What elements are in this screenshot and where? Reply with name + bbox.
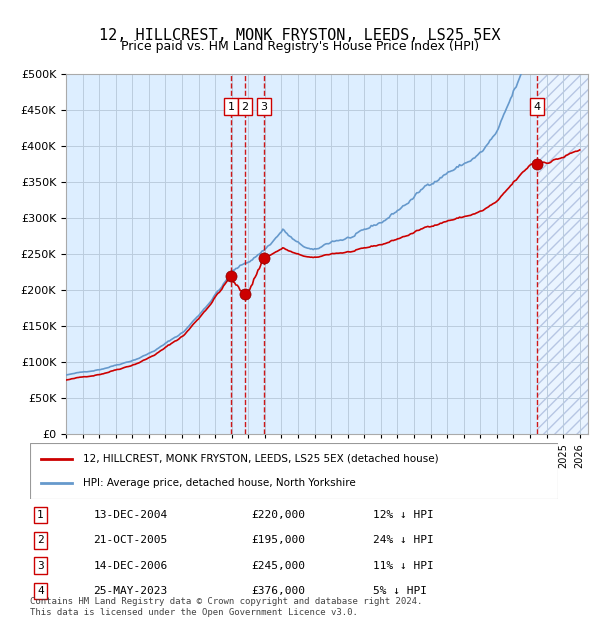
Text: 12, HILLCREST, MONK FRYSTON, LEEDS, LS25 5EX (detached house): 12, HILLCREST, MONK FRYSTON, LEEDS, LS25… [83, 454, 439, 464]
Text: 21-OCT-2005: 21-OCT-2005 [94, 536, 167, 546]
Text: 3: 3 [37, 560, 44, 570]
Text: 25-MAY-2023: 25-MAY-2023 [94, 586, 167, 596]
12, HILLCREST, MONK FRYSTON, LEEDS, LS25 5EX (detached house) [576, 146, 583, 154]
HPI: Average price, detached house, North Yorkshire: (2.01e+03, 2.64e+05): Average price, detached house, North Yor… [297, 241, 304, 248]
12, HILLCREST, MONK FRYSTON, LEEDS, LS25 5EX (detached house) [87, 373, 94, 380]
Text: 24% ↓ HPI: 24% ↓ HPI [373, 536, 434, 546]
12, HILLCREST, MONK FRYSTON, LEEDS, LS25 5EX (detached house) [145, 354, 152, 361]
Bar [536, 74, 588, 434]
HPI: Average price, detached house, North Yorkshire: (2e+03, 1.27e+05): Average price, detached house, North Yor… [163, 339, 170, 346]
Text: 13-DEC-2004: 13-DEC-2004 [94, 510, 167, 520]
HPI: Average price, detached house, North Yorkshire: (2.03e+03, 5.63e+05): Average price, detached house, North Yor… [571, 25, 578, 33]
Text: Price paid vs. HM Land Registry's House Price Index (HPI): Price paid vs. HM Land Registry's House … [121, 40, 479, 53]
Text: HPI: Average price, detached house, North Yorkshire: HPI: Average price, detached house, Nort… [83, 479, 356, 489]
HPI: Average price, detached house, North Yorkshire: (2e+03, 1.35e+05): Average price, detached house, North Yor… [173, 333, 180, 340]
Text: 4: 4 [533, 102, 540, 112]
12, HILLCREST, MONK FRYSTON, LEEDS, LS25 5EX (detached house) [200, 308, 208, 316]
Text: £220,000: £220,000 [252, 510, 306, 520]
HPI: Average price, detached house, North Yorkshire: (2.02e+03, 3.43e+05): Average price, detached house, North Yor… [420, 184, 427, 192]
Text: £376,000: £376,000 [252, 586, 306, 596]
Text: £245,000: £245,000 [252, 560, 306, 570]
FancyBboxPatch shape [30, 443, 558, 499]
12, HILLCREST, MONK FRYSTON, LEEDS, LS25 5EX (detached house) [148, 353, 155, 360]
Text: £195,000: £195,000 [252, 536, 306, 546]
HPI: Average price, detached house, North Yorkshire: (2e+03, 8.2e+04): Average price, detached house, North Yor… [62, 371, 70, 379]
Bar [536, 74, 588, 434]
Text: 2: 2 [241, 102, 248, 112]
Text: 5% ↓ HPI: 5% ↓ HPI [373, 586, 427, 596]
Text: 11% ↓ HPI: 11% ↓ HPI [373, 560, 434, 570]
Text: 2: 2 [37, 536, 44, 546]
HPI: Average price, detached house, North Yorkshire: (2e+03, 1.21e+05): Average price, detached house, North Yor… [157, 343, 164, 351]
Text: 1: 1 [37, 510, 44, 520]
12, HILLCREST, MONK FRYSTON, LEEDS, LS25 5EX (detached house) [569, 149, 577, 156]
12, HILLCREST, MONK FRYSTON, LEEDS, LS25 5EX (detached house) [530, 160, 538, 167]
Text: Contains HM Land Registry data © Crown copyright and database right 2024.
This d: Contains HM Land Registry data © Crown c… [30, 598, 422, 617]
Text: 14-DEC-2006: 14-DEC-2006 [94, 560, 167, 570]
Text: 3: 3 [260, 102, 268, 112]
Text: 1: 1 [227, 102, 235, 112]
Line: 12, HILLCREST, MONK FRYSTON, LEEDS, LS25 5EX (detached house): 12, HILLCREST, MONK FRYSTON, LEEDS, LS25… [66, 150, 580, 380]
Text: 4: 4 [37, 586, 44, 596]
Bar [536, 74, 588, 434]
12, HILLCREST, MONK FRYSTON, LEEDS, LS25 5EX (detached house) [62, 376, 70, 384]
HPI: Average price, detached house, North Yorkshire: (2.03e+03, 5.72e+05): Average price, detached house, North Yor… [577, 19, 584, 27]
Text: 12, HILLCREST, MONK FRYSTON, LEEDS, LS25 5EX: 12, HILLCREST, MONK FRYSTON, LEEDS, LS25… [99, 28, 501, 43]
Text: 12% ↓ HPI: 12% ↓ HPI [373, 510, 434, 520]
Line: HPI: Average price, detached house, North Yorkshire: HPI: Average price, detached house, Nort… [66, 23, 581, 375]
